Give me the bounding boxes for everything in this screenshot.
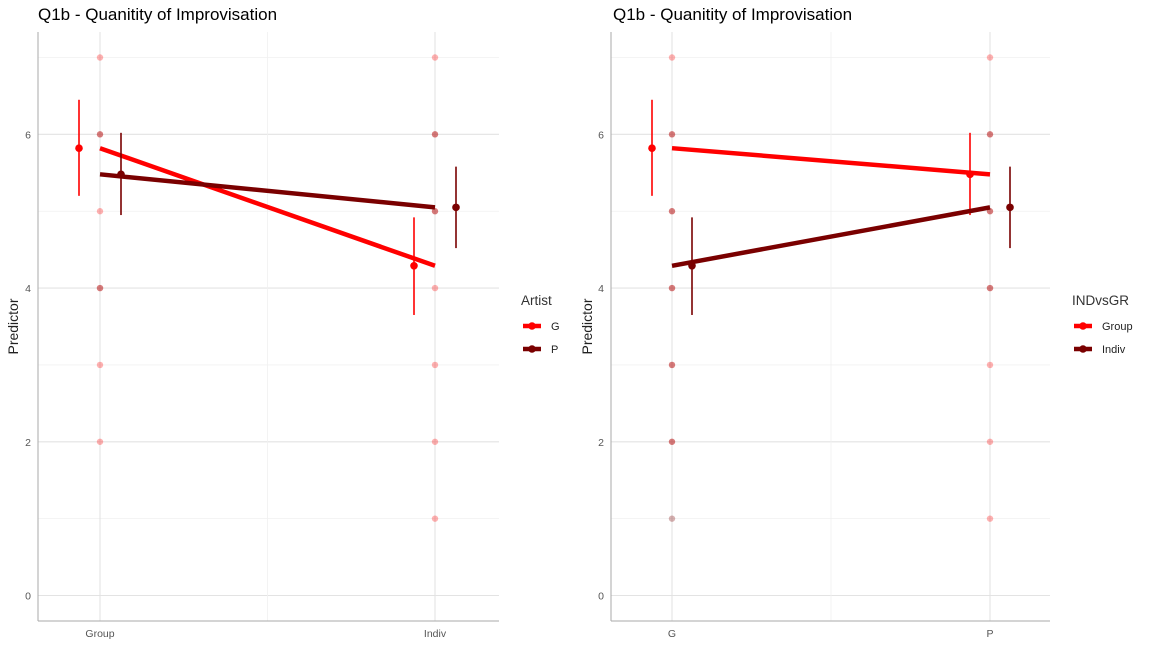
data-point bbox=[431, 284, 439, 292]
mean-point bbox=[117, 170, 125, 179]
series-line bbox=[671, 205, 991, 268]
y-tick-label: 6 bbox=[598, 129, 604, 141]
data-point bbox=[96, 284, 104, 292]
legend-key-point bbox=[528, 345, 536, 353]
data-point bbox=[96, 361, 104, 369]
data-point bbox=[431, 208, 439, 215]
y-tick-label: 0 bbox=[598, 591, 604, 603]
data-point bbox=[668, 515, 676, 522]
mean-point bbox=[688, 261, 696, 270]
y-tick-label: 4 bbox=[25, 283, 31, 295]
data-point bbox=[668, 54, 676, 61]
data-point bbox=[96, 208, 104, 215]
data-point bbox=[96, 131, 104, 138]
data-point bbox=[96, 284, 104, 292]
data-point bbox=[96, 54, 104, 61]
data-point bbox=[986, 361, 994, 369]
series-line bbox=[671, 145, 991, 177]
data-point bbox=[668, 208, 676, 215]
data-point bbox=[668, 208, 676, 215]
x-tick-label: G bbox=[668, 628, 676, 640]
legend-key-point bbox=[528, 322, 536, 330]
data-point bbox=[96, 438, 104, 445]
chart-panel-2: Q1b - Quanitity of Improvisation 0 2 4 6 G P Pr… bbox=[579, 5, 1133, 640]
legend-label: G bbox=[551, 321, 560, 333]
data-point bbox=[431, 131, 439, 138]
x-tick-label: Indiv bbox=[424, 628, 447, 640]
legend-label: Indiv bbox=[1102, 344, 1126, 356]
y-tick-label: 2 bbox=[598, 437, 604, 449]
chart-title: Q1b - Quanitity of Improvisation bbox=[38, 5, 277, 24]
data-point bbox=[668, 361, 676, 369]
x-tick-label: Group bbox=[85, 628, 114, 640]
mean-point bbox=[452, 203, 460, 212]
mean-point bbox=[410, 261, 418, 270]
y-tick-label: 2 bbox=[25, 437, 31, 449]
mean-point bbox=[1006, 203, 1014, 212]
legend-key-point bbox=[1079, 345, 1087, 353]
legend-label: P bbox=[551, 344, 558, 356]
data-point bbox=[431, 131, 439, 138]
data-point bbox=[668, 438, 676, 445]
mean-point bbox=[75, 144, 83, 152]
data-point bbox=[986, 284, 994, 292]
data-point bbox=[668, 438, 676, 445]
x-tick-label: P bbox=[986, 628, 993, 640]
y-axis-title: Predictor bbox=[579, 298, 595, 354]
y-axis-title: Predictor bbox=[5, 298, 21, 354]
chart-title: Q1b - Quanitity of Improvisation bbox=[613, 5, 852, 24]
chart-panel-1: Q1b - Quanitity of Improvisation 0 2 4 6 Grou… bbox=[5, 5, 560, 640]
data-point bbox=[431, 515, 439, 522]
data-point bbox=[96, 131, 104, 138]
y-tick-label: 4 bbox=[598, 283, 604, 295]
data-point bbox=[431, 438, 439, 445]
legend-key-point bbox=[1079, 322, 1087, 330]
data-point bbox=[668, 284, 676, 292]
y-tick-label: 0 bbox=[25, 591, 31, 603]
legend-title: Artist bbox=[521, 293, 552, 308]
data-point bbox=[668, 284, 676, 292]
data-point bbox=[668, 361, 676, 369]
data-point bbox=[986, 131, 994, 138]
data-point bbox=[431, 54, 439, 61]
data-point bbox=[986, 284, 994, 292]
series-line bbox=[99, 172, 436, 210]
legend-label: Group bbox=[1102, 321, 1133, 333]
mean-point bbox=[966, 170, 974, 179]
data-point bbox=[986, 515, 994, 522]
series-line bbox=[99, 146, 436, 268]
data-point bbox=[431, 208, 439, 215]
data-point bbox=[668, 131, 676, 138]
y-tick-label: 6 bbox=[25, 129, 31, 141]
data-point bbox=[986, 131, 994, 138]
data-point bbox=[668, 131, 676, 138]
mean-point bbox=[648, 144, 656, 152]
legend-title: INDvsGR bbox=[1072, 293, 1129, 308]
data-point bbox=[986, 54, 994, 61]
data-point bbox=[986, 438, 994, 445]
data-point bbox=[431, 361, 439, 369]
